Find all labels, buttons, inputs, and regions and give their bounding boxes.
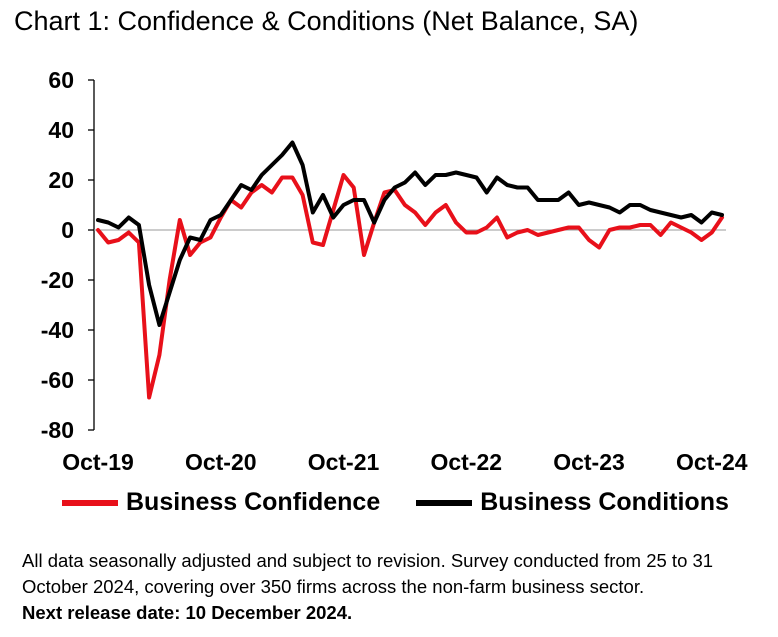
x-tick-label: Oct-24 bbox=[676, 449, 748, 475]
legend-swatch-business-confidence bbox=[62, 499, 118, 506]
y-tick-label: 40 bbox=[48, 117, 74, 143]
x-tick-label: Oct-20 bbox=[185, 449, 257, 475]
x-tick-label: Oct-19 bbox=[62, 449, 134, 475]
legend-item-business-conditions: Business Conditions bbox=[416, 488, 729, 517]
y-tick-label: -20 bbox=[41, 267, 74, 293]
footnote: All data seasonally adjusted and subject… bbox=[22, 548, 762, 626]
legend-item-business-confidence: Business Confidence bbox=[62, 488, 380, 517]
legend-label-business-conditions: Business Conditions bbox=[480, 488, 729, 516]
release-date-note: Next release date: 10 December 2024. bbox=[22, 602, 353, 623]
x-tick-label: Oct-21 bbox=[308, 449, 380, 475]
line-chart: 60 40 20 0 -20 -40 -60 -80 Oct-19 Oct-20 Oct-21 Oct… bbox=[41, 67, 748, 475]
series-line-business-confidence bbox=[96, 173, 724, 400]
chart-title: Chart 1: Confidence & Conditions (Net Ba… bbox=[14, 6, 639, 36]
y-tick-label: -60 bbox=[41, 367, 74, 393]
y-tick-label: 0 bbox=[61, 217, 74, 243]
legend-swatch-business-conditions bbox=[416, 499, 473, 506]
x-tick-label: Oct-23 bbox=[553, 449, 625, 475]
y-tick-label: 20 bbox=[48, 167, 74, 193]
y-tick-label: -40 bbox=[41, 317, 74, 343]
series-line-business-conditions bbox=[96, 140, 724, 327]
y-tick-label: 60 bbox=[48, 67, 74, 93]
legend-label-business-confidence: Business Confidence bbox=[126, 488, 381, 516]
legend: Business Confidence Business Conditions bbox=[62, 488, 765, 517]
x-tick-label: Oct-22 bbox=[430, 449, 502, 475]
footnote-text: All data seasonally adjusted and subject… bbox=[22, 550, 714, 597]
y-tick-label: -80 bbox=[41, 417, 74, 443]
